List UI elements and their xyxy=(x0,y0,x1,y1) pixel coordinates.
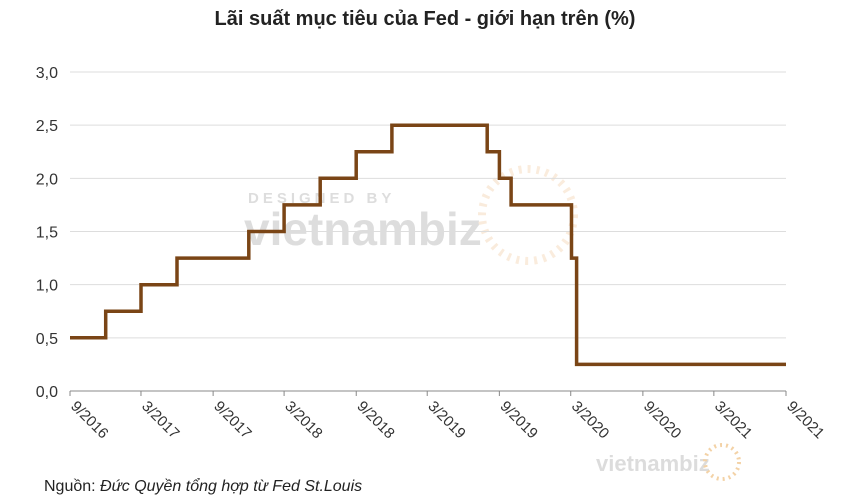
watermark-brand: vietnambiz xyxy=(244,203,482,255)
y-tick-label: 1,5 xyxy=(36,225,58,242)
y-tick-label: 0,5 xyxy=(36,331,58,348)
x-tick-label: 3/2021 xyxy=(711,398,755,442)
y-tick-label: 2,5 xyxy=(36,118,58,135)
x-tick-label: 3/2019 xyxy=(424,398,468,442)
y-axis: 0,0 0,5 1,0 1,5 2,0 2,5 3,0 xyxy=(36,65,58,401)
x-tick-label: 3/2018 xyxy=(281,398,325,442)
source-line: Nguồn: Đức Quyền tổng hợp từ Fed St.Loui… xyxy=(44,478,362,496)
y-tick-label: 0,0 xyxy=(36,384,58,401)
y-tick-label: 1,0 xyxy=(36,278,58,295)
grid xyxy=(70,71,786,339)
watermark: DESIGNED BY vietnambiz xyxy=(244,165,578,265)
x-tick-label: 9/2019 xyxy=(497,398,541,442)
x-axis: 9/2016 3/2017 9/2017 3/2018 9/2018 3/2019 9/20… xyxy=(67,391,828,442)
x-tick-label: 9/2020 xyxy=(640,398,684,442)
x-tick-label: 9/2021 xyxy=(783,398,827,442)
watermark-small-brand: vietnambiz xyxy=(596,451,710,476)
x-tick-label: 9/2016 xyxy=(67,398,111,442)
chart-title: Lãi suất mục tiêu của Fed - giới hạn trê… xyxy=(214,8,636,30)
watermark-logo-icon xyxy=(478,165,578,265)
x-tick-label: 9/2018 xyxy=(353,398,397,442)
y-tick-label: 2,0 xyxy=(36,171,58,188)
series-line xyxy=(70,123,786,367)
source-label: Nguồn: xyxy=(44,478,96,495)
watermark-small-logo-icon xyxy=(703,443,741,481)
x-tick-label: 3/2017 xyxy=(138,398,182,442)
y-tick-label: 3,0 xyxy=(36,65,58,82)
watermark-small: vietnambiz xyxy=(596,443,741,481)
source-text: Đức Quyền tổng hợp từ Fed St.Louis xyxy=(100,478,363,495)
x-tick-label: 9/2017 xyxy=(210,398,254,442)
x-tick-label: 3/2020 xyxy=(568,398,612,442)
